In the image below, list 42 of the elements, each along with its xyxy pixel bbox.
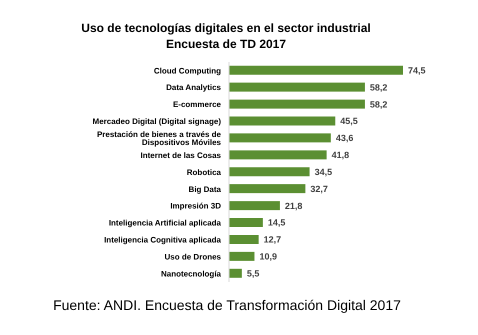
- y-tick-label: Impresión 3D: [170, 202, 222, 211]
- chart-subtitle: Encuesta de TD 2017: [164, 37, 288, 51]
- bar: [229, 184, 306, 194]
- y-tick-label: Internet de las Cosas: [140, 150, 222, 160]
- bar: [229, 133, 331, 142]
- y-tick-label: Nanotecnología: [160, 269, 222, 278]
- y-tick-label: Uso de Drones: [164, 252, 222, 262]
- bar: [229, 268, 242, 278]
- data-label: 58,2: [370, 99, 388, 110]
- y-tick-label: Inteligencia Cognitiva aplicada: [104, 236, 222, 245]
- data-label: 41,8: [332, 150, 350, 160]
- y-tick-label: E-commerce: [172, 100, 222, 110]
- y-tick-label: Big Data: [188, 184, 222, 194]
- y-tick-label: Data Analytics: [166, 83, 222, 92]
- y-tick-label: Inteligencia Artificial aplicada: [108, 218, 222, 228]
- data-label: 32,7: [310, 184, 328, 194]
- data-label: 43,6: [336, 133, 354, 144]
- y-tick-label: Mercadeo Digital (Digital signage): [92, 117, 222, 126]
- bar: [229, 100, 365, 109]
- bar: [229, 218, 263, 228]
- data-label: 45,5: [340, 116, 358, 126]
- data-label: 21,8: [284, 200, 302, 211]
- data-label: 34,5: [314, 166, 332, 177]
- data-label: 10,9: [259, 252, 277, 262]
- bar: [229, 167, 310, 176]
- data-label: 5,5: [246, 268, 260, 278]
- bar: [229, 82, 365, 92]
- y-tick-label: Prestación de bienes a través de Dispositivos Móviles: [96, 130, 222, 147]
- chart-title: Uso de tecnologías digitales en el sector industrial: [80, 21, 372, 35]
- y-tick-label: Cloud Computing: [154, 66, 222, 76]
- data-label: 12,7: [264, 234, 282, 245]
- source-note: Fuente: ANDI. Encuesta de Transformación Digital 2017: [52, 297, 402, 313]
- data-label: 14,5: [268, 218, 286, 228]
- bar: [229, 66, 403, 75]
- bar: [229, 201, 280, 210]
- bar: [229, 116, 336, 126]
- bar: [229, 234, 259, 244]
- bar: [229, 150, 327, 160]
- data-label: 58,2: [370, 82, 388, 92]
- bar: [229, 252, 254, 261]
- y-tick-label: Robotica: [186, 168, 222, 177]
- data-label: 74,5: [408, 65, 426, 76]
